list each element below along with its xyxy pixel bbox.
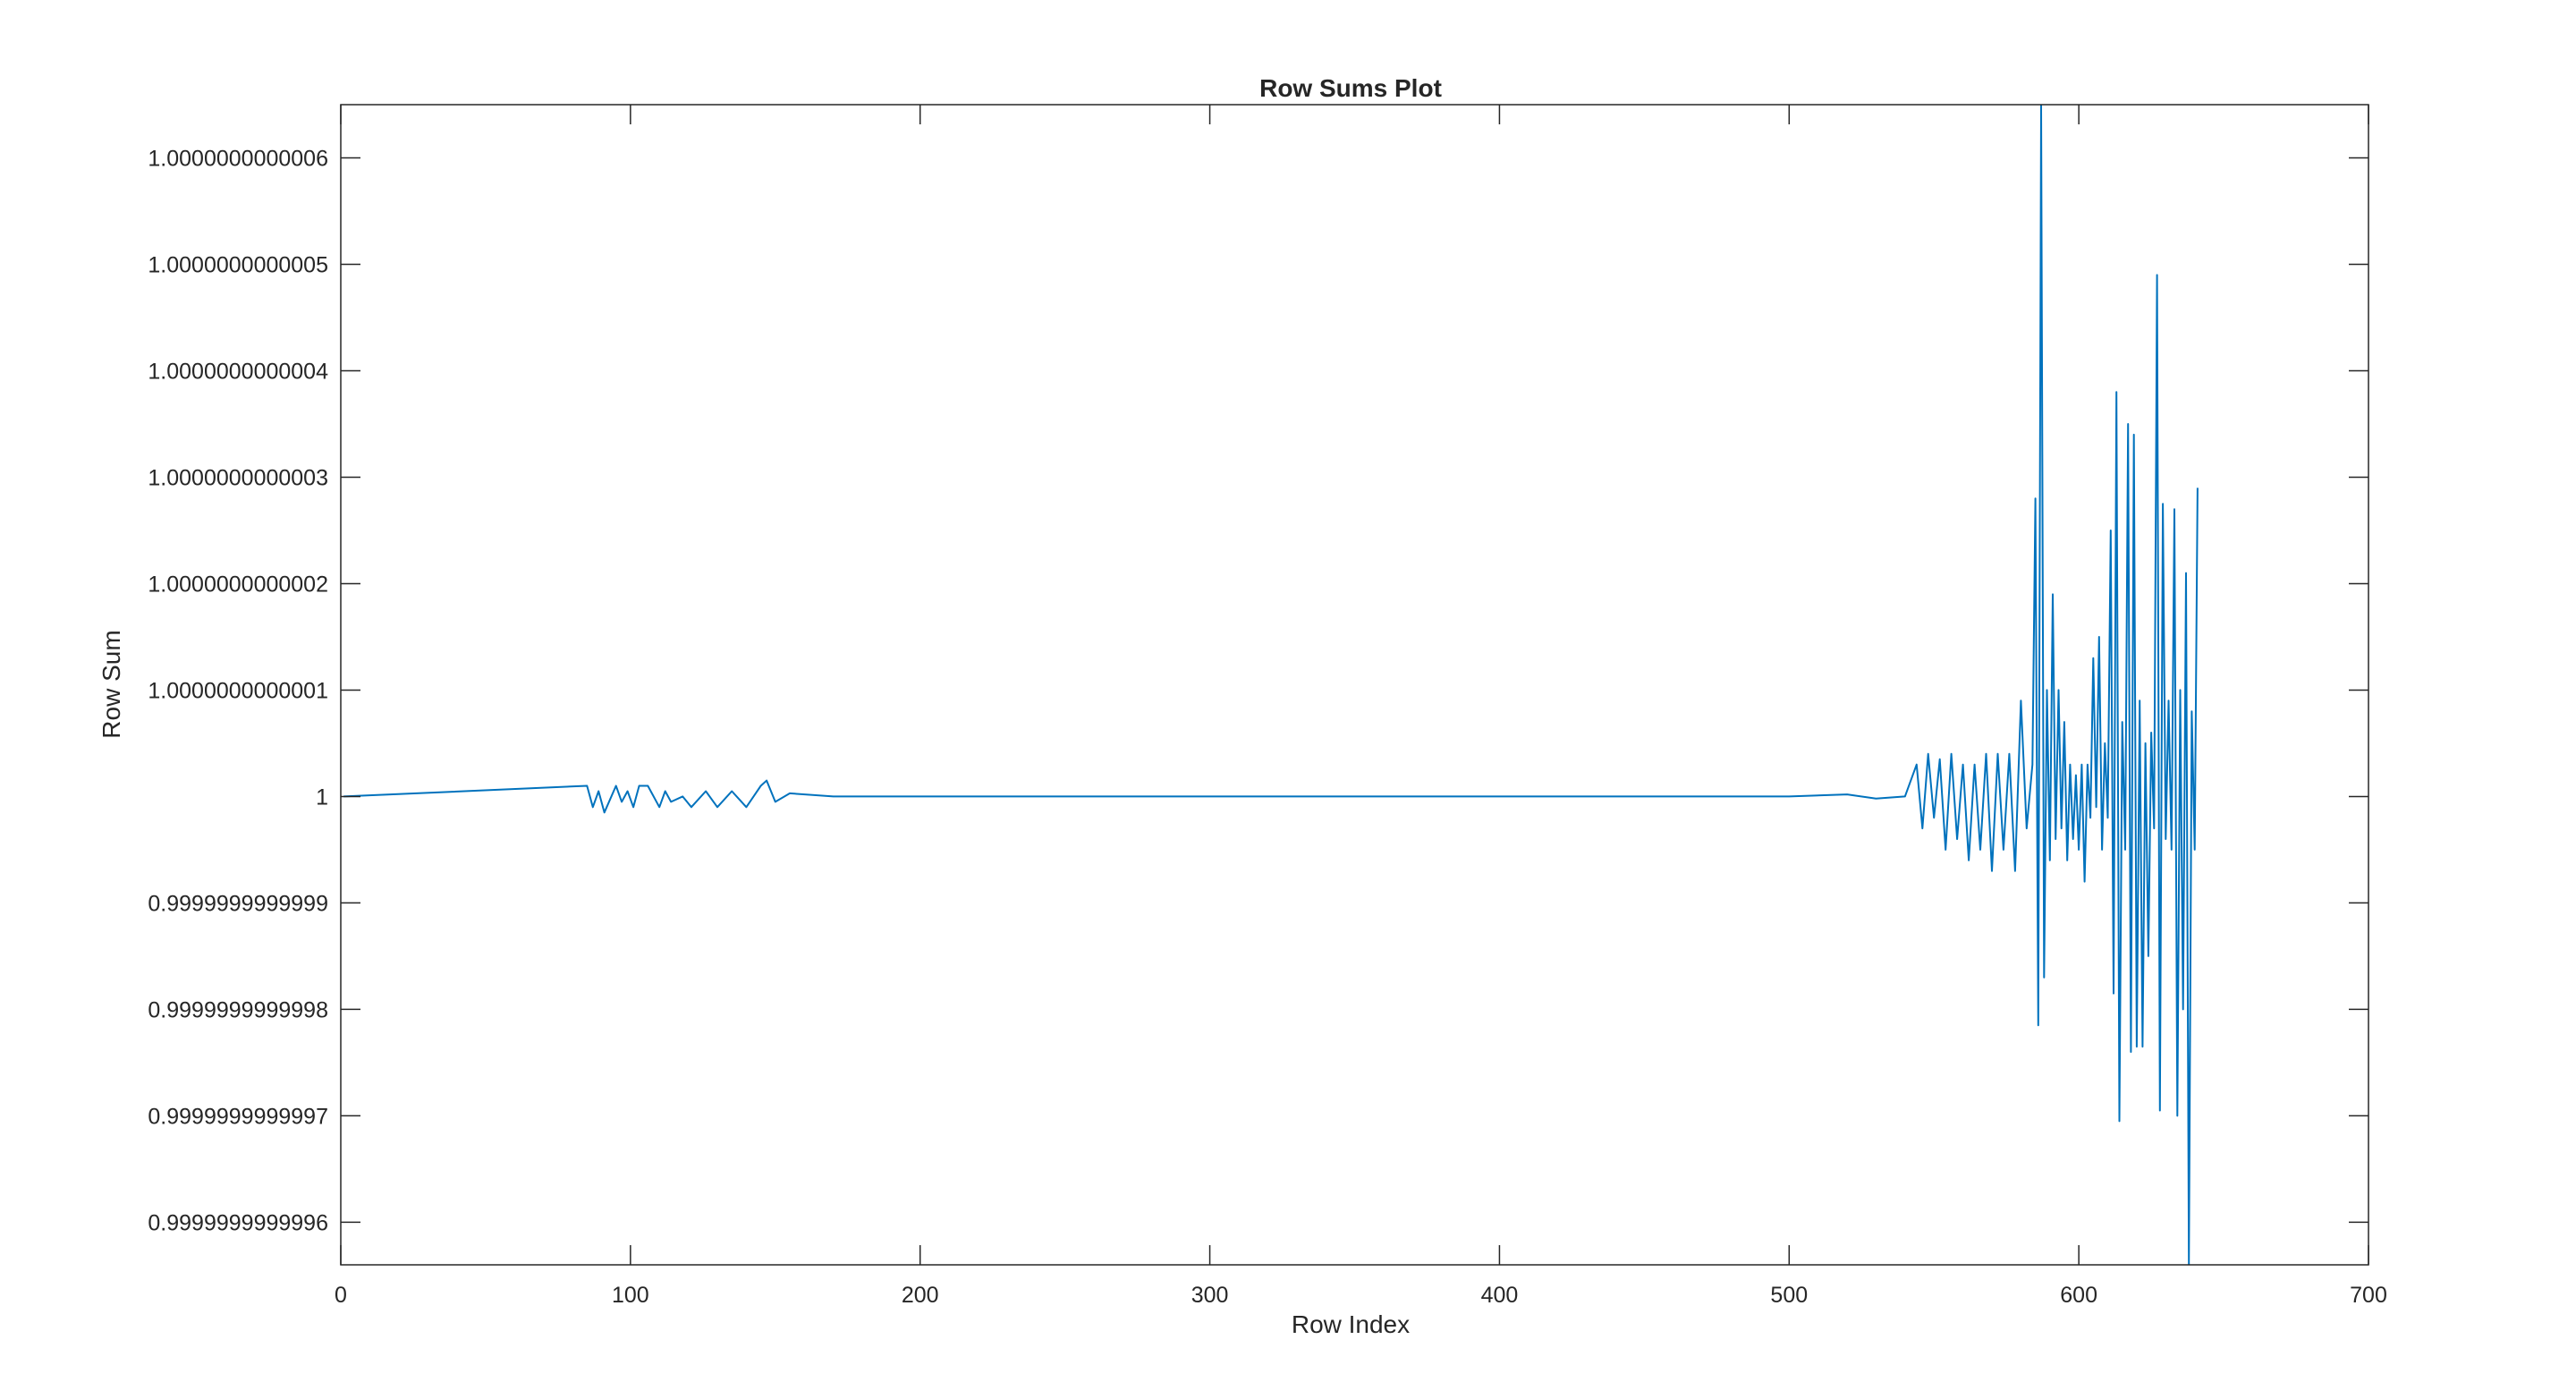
- plot-area: 0 100 200 300 400 500 600 700 0.9999999999996 0.9…: [148, 104, 2387, 1308]
- x-tick-label: 500: [1770, 1283, 1808, 1308]
- y-tick-label: 1.0000000000001: [148, 678, 328, 703]
- x-tick-label: 200: [902, 1283, 939, 1308]
- y-tick-label: 1.0000000000002: [148, 572, 328, 597]
- x-tick-label: 600: [2060, 1283, 2097, 1308]
- y-tick-label: 0.9999999999999: [148, 891, 328, 916]
- x-tick-label: 700: [2350, 1283, 2387, 1308]
- x-tick-label: 100: [612, 1283, 649, 1308]
- y-tick-label: 1.0000000000005: [148, 252, 328, 277]
- chart-title: Row Sums Plot: [1259, 74, 1442, 102]
- x-tick-label: 0: [335, 1283, 347, 1308]
- x-tick-label: 400: [1481, 1283, 1519, 1308]
- y-tick-label: 0.9999999999998: [148, 997, 328, 1022]
- axes-box: [340, 104, 2369, 1266]
- y-axis-label: Row Sum: [97, 630, 125, 738]
- y-tick-label: 0.9999999999996: [148, 1210, 328, 1235]
- x-tick-label: 300: [1191, 1283, 1229, 1308]
- y-tick-label: 1.0000000000006: [148, 146, 328, 171]
- y-tick-label: 0.9999999999997: [148, 1104, 328, 1129]
- y-tick-label: 1: [316, 784, 328, 810]
- series-line-0: [343, 105, 2199, 1265]
- x-axis-label: Row Index: [1292, 1310, 1410, 1338]
- y-tick-label: 1.0000000000004: [148, 359, 328, 384]
- y-tick-label: 1.0000000000003: [148, 465, 328, 490]
